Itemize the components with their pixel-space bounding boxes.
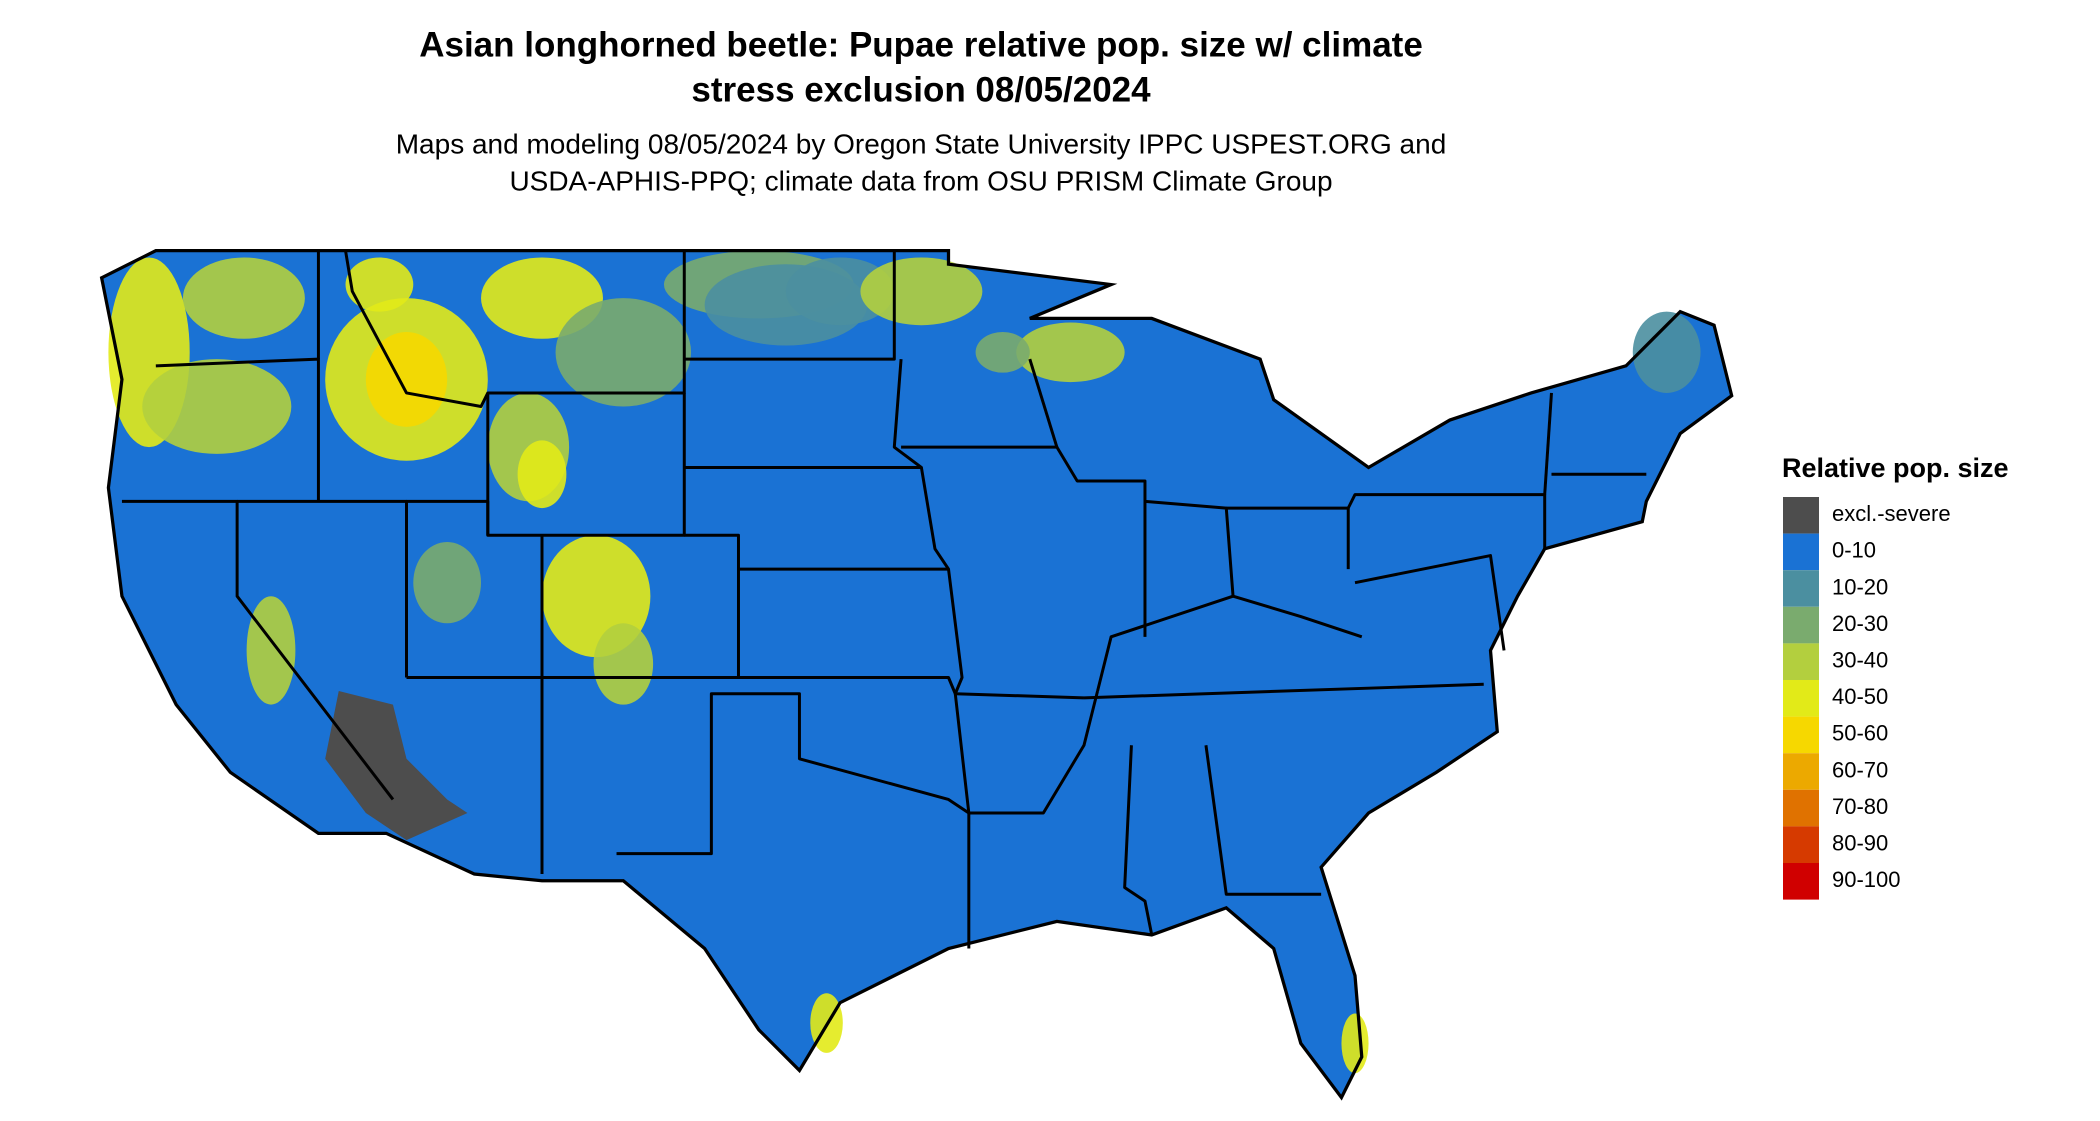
state-border [406,533,740,679]
climate-zone [365,331,448,427]
state-border [406,392,686,537]
state-border [1123,745,1154,936]
climate-zone [182,257,305,339]
legend: Relative pop. size excl.-severe 0-10 10-20… [1782,453,2009,900]
legend-label: 0-10 [1832,538,1876,563]
legend-swatch [1783,497,1819,534]
legend-swatch [1783,716,1819,754]
state-border [1083,682,1484,700]
climate-zone [142,359,292,454]
state-border [738,676,1085,700]
climate-zone [1632,311,1701,393]
climate-zone [1016,322,1125,383]
legend-label: 70-80 [1832,794,1888,819]
legend-label: 50-60 [1832,721,1888,746]
climate-zone [345,257,414,312]
outline [99,249,1734,1101]
legend-swatch [1783,789,1819,827]
state-border [684,358,923,469]
legend-swatch [1783,570,1819,607]
state-border [1204,745,1322,896]
climate-zone [517,440,567,509]
state-border [901,445,1147,637]
legend-swatch [1783,533,1819,571]
state-border [121,499,395,801]
legend-swatch [1783,753,1819,790]
climate-zone [593,623,654,705]
climate-zone [325,691,468,841]
legend-label: excl.-severe [1832,501,1951,526]
climate-zone [555,298,692,407]
state-border [1354,554,1506,651]
state-border [684,250,896,361]
state-border [616,692,971,949]
legend-label: 60-70 [1832,757,1888,782]
state-border [1096,594,1363,692]
legend-label: 30-40 [1832,648,1888,673]
title-line: stress exclusion 08/05/2024 [691,70,1151,109]
state-border [1226,506,1350,570]
climate-zone [1341,1013,1369,1074]
legend-swatch [1783,863,1819,900]
subtitle-line: USDA-APHIS-PPQ; climate data from OSU PR… [509,165,1332,196]
state-border [1028,358,1059,448]
legend-swatch [1783,826,1819,863]
climate-zone [975,331,1030,373]
legend-label: 80-90 [1832,831,1888,856]
legend-label: 40-50 [1832,684,1888,709]
title-line: Asian longhorned beetle: Pupae relative … [419,25,1423,64]
map [99,249,1734,1101]
state-border [1543,392,1553,495]
climate-zone [860,257,983,326]
legend-swatch [1783,606,1819,644]
subtitle-line: Maps and modeling 08/05/2024 by Oregon S… [396,128,1447,159]
climate-zone [413,542,482,624]
climate-zone [246,596,296,705]
legend-label: 20-30 [1832,611,1888,636]
climate-zone [785,257,895,326]
legend-swatch [1783,643,1819,680]
legend-label: 90-100 [1832,867,1901,892]
state-border [919,467,964,695]
legend-label: 10-20 [1832,574,1888,599]
state-border [953,690,1099,815]
legend-title: Relative pop. size [1782,453,2009,483]
legend-swatch [1783,680,1819,717]
state-border [1346,493,1547,549]
